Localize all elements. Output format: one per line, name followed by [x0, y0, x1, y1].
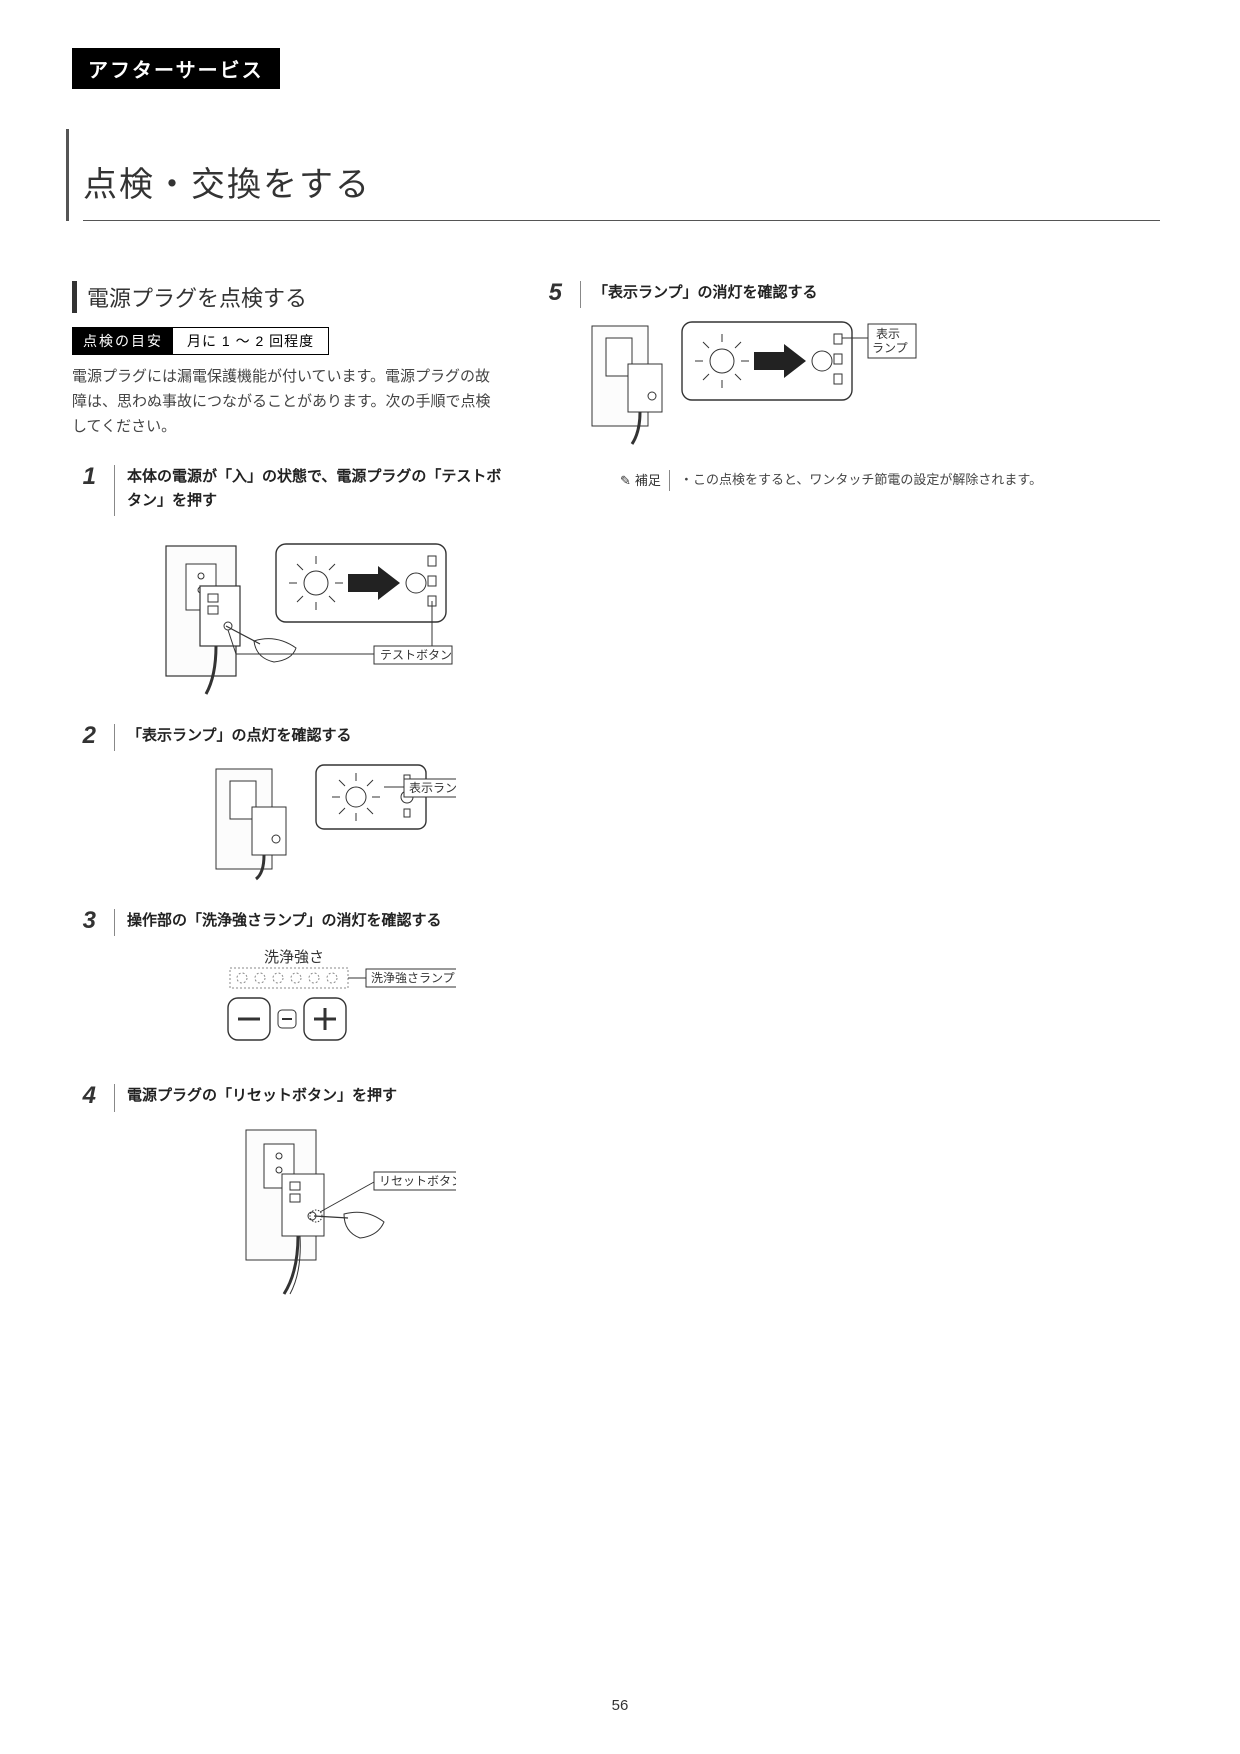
step-number: 1: [72, 465, 102, 489]
note-body: この点検をすると、ワンタッチ節電の設定が解除されます。: [693, 472, 1042, 487]
step-title: 本体の電源が「入」の状態で、電源プラグの「テストボタン」を押す: [127, 465, 502, 512]
note-label: ✎ 補足: [620, 470, 670, 491]
step-3-illustration: 洗浄強さ: [156, 946, 502, 1056]
sub-heading: 電源プラグを点検する: [72, 281, 502, 313]
step-number: 2: [72, 724, 102, 748]
page-title: 点検・交換をする: [83, 129, 1160, 221]
title-block: 点検・交換をする: [66, 129, 1160, 221]
supplementary-note: ✎ 補足 ・この点検をすると、ワンタッチ節電の設定が解除されます。: [620, 470, 1160, 491]
intro-text: 電源プラグには漏電保護機能が付いています。電源プラグの故障は、思わぬ事故につなが…: [72, 365, 502, 439]
pencil-icon: ✎: [620, 473, 631, 489]
step-5: 5 「表示ランプ」の消灯を確認する: [538, 281, 1160, 491]
note-label-text: 補足: [635, 473, 661, 488]
content-columns: 電源プラグを点検する 点検の目安 月に 1 ～ 2 回程度 電源プラグには漏電保…: [72, 281, 1160, 1325]
callout-wash-strength-lamp: 洗浄強さランプ: [371, 971, 455, 985]
chapter-tab: アフターサービス: [72, 48, 280, 89]
step-number: 5: [538, 281, 568, 305]
step-3: 3 操作部の「洗浄強さランプ」の消灯を確認する 洗浄強さ: [72, 909, 502, 1056]
panel-label: 洗浄強さ: [264, 949, 324, 966]
step-number: 4: [72, 1084, 102, 1108]
page-number: 56: [0, 1697, 1240, 1714]
left-column: 電源プラグを点検する 点検の目安 月に 1 ～ 2 回程度 電源プラグには漏電保…: [72, 281, 502, 1325]
step-2-illustration: 表示ランプ: [156, 761, 502, 881]
badge-label: 点検の目安: [73, 328, 173, 354]
step-title: 「表示ランプ」の点灯を確認する: [127, 724, 502, 747]
callout-test-button: テストボタン: [380, 648, 452, 662]
step-title: 電源プラグの「リセットボタン」を押す: [127, 1084, 502, 1107]
step-title: 「表示ランプ」の消灯を確認する: [593, 281, 1160, 304]
badge-value: 月に 1 ～ 2 回程度: [173, 328, 328, 354]
step-1: 1 本体の電源が「入」の状態で、電源プラグの「テストボタン」を押す: [72, 465, 502, 696]
inspection-frequency-badge: 点検の目安 月に 1 ～ 2 回程度: [72, 327, 329, 355]
note-text: ・この点検をすると、ワンタッチ節電の設定が解除されます。: [680, 470, 1042, 491]
callout-reset-button: リセットボタン: [379, 1174, 456, 1188]
right-column: 5 「表示ランプ」の消灯を確認する: [538, 281, 1160, 1325]
callout-indicator-lamp: 表示ランプ: [409, 781, 456, 795]
step-4: 4 電源プラグの「リセットボタン」を押す: [72, 1084, 502, 1296]
steps-list: 1 本体の電源が「入」の状態で、電源プラグの「テストボタン」を押す: [72, 465, 502, 1296]
step-5-illustration: 表示 ランプ: [582, 318, 1160, 448]
page-footer: 56: [0, 1697, 1240, 1714]
step-title: 操作部の「洗浄強さランプ」の消灯を確認する: [127, 909, 502, 932]
note-bullet: ・: [680, 472, 693, 487]
step-4-illustration: リセットボタン: [156, 1122, 502, 1297]
step-2: 2 「表示ランプ」の点灯を確認する: [72, 724, 502, 881]
callout-indicator-lamp-line2: ランプ: [872, 341, 908, 355]
callout-indicator-lamp-line1: 表示: [876, 327, 900, 341]
step-number: 3: [72, 909, 102, 933]
step-1-illustration: テストボタン: [156, 526, 502, 696]
